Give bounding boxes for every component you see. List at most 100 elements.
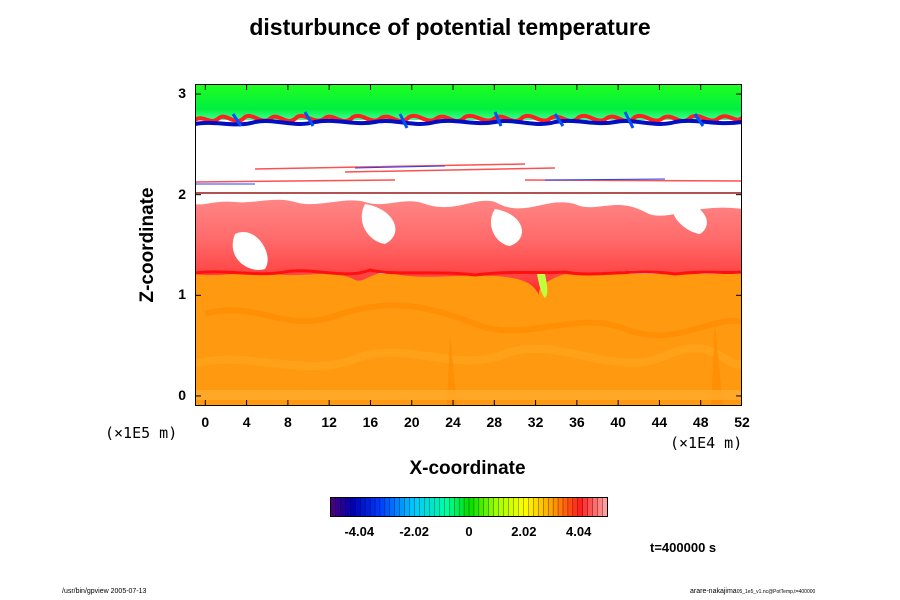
colorbar-bin [330, 497, 336, 517]
x-tick-label: 32 [527, 414, 544, 430]
cold-streaks [231, 111, 705, 129]
orange-texture-2 [195, 344, 742, 371]
x-tick-label: 48 [692, 414, 709, 430]
y-tick-label: 2 [178, 185, 186, 202]
colorbar-bin [404, 497, 411, 517]
warm-middle-layer [195, 192, 742, 298]
y-axis-label: Z-coordinate [137, 187, 158, 303]
colorbar-tick-label: -2.02 [399, 524, 429, 539]
colorbar-bin [503, 497, 510, 517]
upper-streaks [195, 163, 742, 194]
colorbar-tick-label: -4.04 [344, 524, 374, 539]
colorbar-bin [449, 497, 455, 517]
colorbar-tick-label: 2.02 [511, 524, 536, 539]
orange-texture [204, 302, 742, 339]
colorbar-ticks: -4.04 -2.02 0 2.02 4.04 [344, 524, 592, 539]
footer-command: /usr/bin/gpview 2005-07-13 [62, 588, 147, 595]
colorbar-bin [360, 497, 366, 517]
colorbar-bin [468, 497, 475, 517]
colorbar-bin [394, 497, 401, 517]
x-tick-label: 52 [734, 414, 750, 430]
plot-frame [195, 84, 742, 406]
colorbar-bin [523, 497, 529, 517]
colorbar-bin [543, 497, 549, 517]
colorbar-bin [538, 497, 544, 517]
colorbar-bin [335, 497, 341, 517]
colorbar-bin [577, 497, 584, 517]
y-tick-label: 0 [178, 386, 186, 403]
x-tick-label: 44 [651, 414, 668, 430]
colorbar-bin [528, 497, 534, 517]
colorbar: -4.04 -2.02 0 2.02 4.04 [330, 497, 608, 539]
footer-source-name: arare-nakajima [690, 588, 737, 595]
orange-bottom-strip [195, 390, 742, 400]
colorbar-bin [508, 497, 514, 517]
colorbar-bin [434, 497, 440, 517]
white-blob-1 [232, 232, 268, 270]
field-layers [195, 84, 742, 406]
colorbar-tick-label: 0 [465, 524, 472, 539]
colorbar-bin [454, 497, 460, 517]
footer-source-file: 05_1e5_v1.nc@PotTemp,t=400000 [736, 589, 816, 595]
colorbar-bin [340, 497, 346, 517]
colorbar-bin [572, 497, 579, 517]
green-intrusion [537, 274, 548, 298]
chart-title: disturbunce of potential temperature [249, 14, 651, 40]
y-scale-note: (×1E5 m) [105, 424, 178, 442]
colorbar-bin [567, 497, 574, 517]
colorbar-bin [473, 497, 480, 517]
colorbar-bin [552, 497, 559, 517]
white-blob-4 [672, 199, 707, 234]
footer-source: arare-nakajima05_1e5_v1.nc@PotTemp,t=400… [690, 588, 815, 595]
colorbar-bins [330, 497, 608, 517]
x-tick-marks [204, 84, 742, 406]
colorbar-bin [587, 497, 594, 517]
colorbar-bin [424, 497, 430, 517]
colorbar-bin [562, 497, 569, 517]
colorbar-bin [429, 497, 435, 517]
x-scale-note: (×1E4 m) [670, 434, 743, 452]
colorbar-bin [345, 497, 351, 517]
colorbar-bin [444, 497, 450, 517]
colorbar-tick-label: 4.04 [566, 524, 592, 539]
y-tick-label: 1 [178, 286, 186, 303]
white-blob-2 [361, 204, 396, 244]
colorbar-bin [533, 497, 539, 517]
top-wavy-edge [195, 113, 742, 123]
x-tick-label: 16 [362, 414, 379, 430]
x-tick-label: 20 [403, 414, 420, 430]
colorbar-bin [389, 497, 396, 517]
colorbar-bin [513, 497, 519, 517]
colorbar-bin [419, 497, 425, 517]
x-tick-label: 0 [201, 414, 210, 430]
y-tick-label: 3 [178, 85, 186, 102]
x-tick-label: 12 [321, 414, 337, 430]
red-front-line [195, 268, 742, 277]
colorbar-bin [557, 497, 564, 517]
heatmap-plot [195, 84, 742, 406]
colorbar-bin [483, 497, 490, 517]
colorbar-bin [478, 497, 485, 517]
warm-lower-layer [195, 274, 742, 406]
colorbar-bin [493, 497, 500, 517]
colorbar-bin [369, 497, 376, 517]
colorbar-bin [350, 497, 356, 517]
x-tick-label: 40 [610, 414, 626, 430]
colorbar-bin [374, 497, 381, 517]
colorbar-bin [582, 497, 589, 517]
colorbar-bin [488, 497, 495, 517]
upper-streaks-blue [195, 165, 666, 185]
colorbar-bin [409, 497, 416, 517]
colorbar-bin [498, 497, 505, 517]
neutral-patches [195, 192, 742, 216]
cold-band [195, 118, 742, 127]
x-tick-label: 28 [486, 414, 503, 430]
colorbar-bin [463, 497, 470, 517]
x-tick-label: 8 [283, 414, 292, 430]
colorbar-bin [439, 497, 445, 517]
colorbar-bin [547, 497, 554, 517]
colorbar-bin [364, 497, 371, 517]
colorbar-bin [384, 497, 391, 517]
colorbar-bin [458, 497, 465, 517]
colorbar-bin [597, 497, 604, 517]
